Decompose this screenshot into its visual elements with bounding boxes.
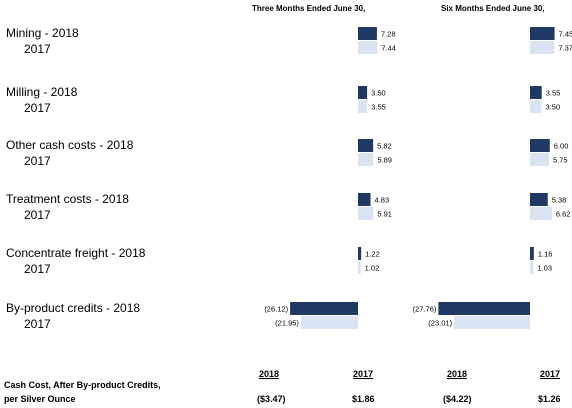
value-label-six-2018-mining: 7.45 [559,30,572,39]
row-label-2018-other-cash-costs: Other cash costs - 2018 [6,138,134,152]
value-label-six-2017-by-product-credits: (23.01) [428,319,452,328]
bar-three-2018-milling [358,86,368,99]
bar-six-2018-concentrate-freight [530,247,534,260]
value-label-three-2018-other-cash-costs: 5.82 [377,142,392,151]
bar-three-2018-treatment-costs [358,193,371,206]
row-label-2018-concentrate-freight: Concentrate freight - 2018 [6,246,146,260]
footer-six-header-2017: 2017 [540,369,561,379]
value-label-six-2018-milling: 3.55 [546,89,561,98]
value-label-three-2018-concentrate-freight: 1.22 [365,250,380,259]
value-label-three-2018-mining: 7.28 [381,30,396,39]
value-label-six-2017-mining: 7.37 [558,44,572,53]
bar-three-2017-by-product-credits [300,316,358,329]
value-label-three-2017-concentrate-freight: 1.02 [365,264,380,273]
row-label-2018-mining: Mining - 2018 [6,26,79,40]
footer-six-value-2018: ($4.22) [443,394,472,404]
bar-six-2018-milling [530,86,542,99]
bar-six-2017-treatment-costs [530,207,552,220]
value-label-six-2018-by-product-credits: (27.76) [413,305,437,314]
footer-six-value-2017: $1.26 [538,394,561,404]
row-label-2017-other-cash-costs: 2017 [24,154,51,168]
footer-label-line2: per Silver Ounce [4,394,76,404]
row-label-2017-by-product-credits: 2017 [24,317,51,331]
bar-three-2017-mining [358,41,378,54]
bar-three-2018-concentrate-freight [358,247,362,260]
value-label-three-2018-treatment-costs: 4.83 [375,196,390,205]
footer-label-line1: Cash Cost, After By-product Credits, [4,380,161,390]
value-label-three-2017-mining: 7.44 [381,44,396,53]
bar-six-2017-mining [530,41,555,54]
value-label-six-2018-other-cash-costs: 6.00 [554,142,569,151]
value-label-three-2017-other-cash-costs: 5.89 [377,156,392,165]
bar-six-2017-by-product-credits [454,316,530,329]
bar-three-2017-treatment-costs [358,207,374,220]
bar-six-2018-by-product-credits [438,302,530,315]
header-three-months: Three Months Ended June 30, [252,4,366,13]
value-label-six-2017-treatment-costs: 6.62 [556,210,571,219]
footer-three-header-2018: 2018 [259,369,280,379]
row-label-2018-treatment-costs: Treatment costs - 2018 [6,192,129,206]
footer-six-header-2018: 2018 [447,369,468,379]
bar-six-2017-other-cash-costs [530,153,549,166]
value-label-three-2017-treatment-costs: 5.91 [377,210,392,219]
footer-three-value-2018: ($3.47) [257,394,286,404]
bar-three-2018-by-product-credits [290,302,358,315]
value-label-six-2017-other-cash-costs: 5.75 [553,156,568,165]
value-label-six-2018-concentrate-freight: 1.16 [538,250,553,259]
bar-six-2018-treatment-costs [530,193,548,206]
bar-three-2017-concentrate-freight [358,261,361,274]
bar-three-2018-mining [358,27,377,40]
value-label-three-2018-by-product-credits: (26.12) [264,305,288,314]
value-label-three-2018-milling: 3.50 [371,89,386,98]
footer-three-value-2017: $1.86 [352,394,375,404]
value-label-six-2018-treatment-costs: 5.38 [552,196,567,205]
header-six-months: Six Months Ended June 30, [441,4,545,13]
row-label-2017-concentrate-freight: 2017 [24,262,51,276]
footer-three-header-2017: 2017 [353,369,374,379]
bar-six-2017-concentrate-freight [530,261,534,274]
bar-six-2018-other-cash-costs [530,139,550,152]
bar-six-2017-milling [530,100,542,113]
bar-six-2018-mining [530,27,555,40]
value-label-three-2017-by-product-credits: (21.95) [275,319,299,328]
bar-three-2017-other-cash-costs [358,153,374,166]
value-label-three-2017-milling: 3.55 [371,103,386,112]
value-label-six-2017-milling: 3.50 [546,103,561,112]
row-label-2017-treatment-costs: 2017 [24,208,51,222]
value-label-six-2017-concentrate-freight: 1.03 [537,264,552,273]
bar-three-2017-milling [358,100,368,113]
row-label-2017-milling: 2017 [24,101,51,115]
row-label-2018-by-product-credits: By-product credits - 2018 [6,301,141,315]
row-label-2018-milling: Milling - 2018 [6,85,78,99]
row-label-2017-mining: 2017 [24,42,51,56]
bar-three-2018-other-cash-costs [358,139,374,152]
